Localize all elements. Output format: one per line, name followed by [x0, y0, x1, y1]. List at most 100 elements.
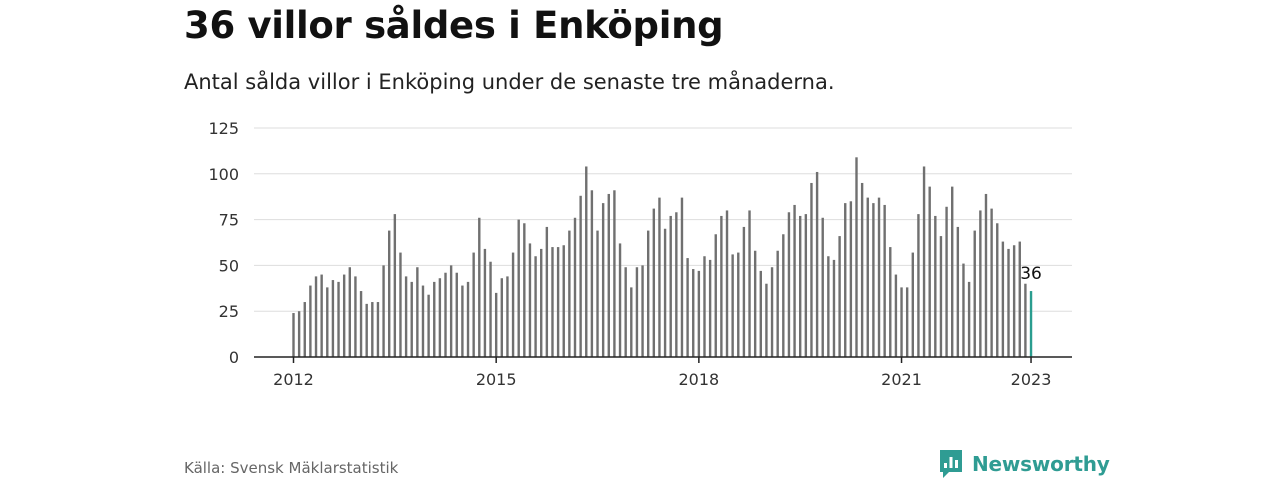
bar — [292, 313, 295, 357]
bar — [945, 206, 948, 357]
bar — [883, 204, 886, 357]
bar — [996, 223, 999, 357]
bar — [776, 250, 779, 357]
bar — [956, 226, 960, 357]
bar — [461, 285, 464, 357]
bar — [866, 197, 869, 357]
bar — [382, 265, 385, 357]
bar — [810, 182, 813, 357]
bar — [855, 157, 858, 357]
bar — [652, 208, 656, 357]
bar — [590, 190, 594, 357]
bar — [444, 272, 447, 357]
bar — [309, 285, 312, 357]
bar — [376, 302, 380, 357]
bar — [635, 267, 639, 357]
bar — [703, 256, 706, 357]
bar — [596, 230, 599, 357]
bar — [748, 210, 751, 357]
bar — [675, 212, 678, 357]
bar — [646, 230, 650, 357]
bar — [438, 278, 442, 357]
bar — [483, 248, 487, 357]
bar — [984, 193, 988, 357]
bar — [787, 212, 791, 357]
bar — [613, 190, 616, 357]
bar — [928, 186, 931, 357]
bar — [579, 195, 582, 357]
bar — [421, 285, 425, 357]
bar — [545, 226, 549, 357]
bar — [1024, 283, 1027, 357]
bar — [849, 201, 853, 357]
bar — [348, 267, 351, 357]
bar — [804, 214, 808, 357]
x-tick-label: 2012 — [273, 370, 314, 389]
bar — [540, 248, 543, 357]
bar — [889, 247, 892, 357]
bar — [759, 270, 762, 357]
bar — [562, 245, 565, 357]
y-tick-label: 0 — [229, 348, 239, 367]
bar — [900, 287, 903, 357]
bar — [393, 214, 397, 357]
bar — [388, 230, 391, 357]
bar — [624, 267, 627, 357]
bar — [607, 193, 610, 357]
bar — [511, 252, 515, 357]
bar — [556, 247, 560, 357]
bars — [292, 157, 1033, 357]
bar — [1018, 241, 1021, 357]
bar — [877, 197, 881, 357]
bar — [517, 219, 520, 357]
bar — [894, 274, 898, 357]
bar — [934, 215, 937, 357]
bar — [793, 204, 796, 357]
y-axis-tick-labels: 0 25 50 75 100 125 — [208, 119, 239, 367]
bar — [489, 261, 492, 357]
bar — [860, 182, 864, 357]
bar — [466, 281, 470, 357]
bar — [320, 274, 323, 357]
bar — [416, 267, 419, 357]
bar — [765, 283, 768, 357]
bar — [872, 203, 875, 357]
bar — [630, 287, 633, 357]
bar — [618, 243, 622, 357]
bar — [478, 217, 481, 357]
bar — [399, 252, 402, 357]
grid-lines — [254, 127, 1072, 312]
bar — [641, 265, 644, 357]
bar — [365, 303, 368, 357]
y-tick-label: 25 — [219, 302, 239, 321]
newsworthy-logo-icon — [940, 450, 962, 478]
bar — [658, 197, 661, 357]
bar — [404, 276, 408, 357]
bar — [737, 252, 740, 357]
bar — [1012, 245, 1016, 357]
bar — [917, 214, 920, 357]
x-axis-ticks: 2012 2015 2018 2021 2023 — [273, 357, 1051, 389]
bar-chart: 0 25 50 75 100 125 2012 2015 2018 2021 2023 36 — [208, 119, 1072, 389]
bar — [680, 197, 684, 357]
bar — [337, 281, 340, 357]
bar — [708, 259, 712, 357]
bar — [731, 254, 734, 357]
bar — [770, 267, 774, 357]
bar — [753, 250, 757, 357]
newsworthy-logo[interactable]: Newsworthy — [938, 448, 1110, 480]
bar — [951, 186, 954, 357]
bar — [523, 223, 526, 357]
bar — [433, 281, 436, 357]
bar — [799, 215, 802, 357]
bar — [585, 166, 588, 357]
highlight-value-label: 36 — [1020, 264, 1042, 284]
bar — [742, 226, 746, 357]
bar — [342, 274, 346, 357]
bar — [449, 265, 453, 357]
bar — [815, 171, 819, 357]
bar — [692, 269, 695, 357]
bar — [1001, 241, 1005, 357]
bar — [568, 230, 571, 357]
bar — [326, 287, 329, 357]
